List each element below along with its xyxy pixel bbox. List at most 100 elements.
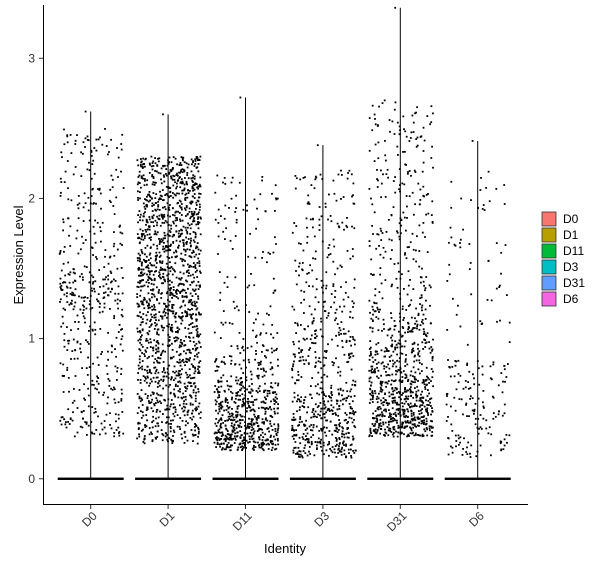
data-point <box>314 258 317 260</box>
data-point <box>160 198 162 200</box>
data-point <box>192 189 194 192</box>
data-point <box>413 405 415 408</box>
data-point <box>197 368 199 370</box>
data-point <box>153 181 156 184</box>
data-point <box>371 305 374 308</box>
data-point <box>320 438 322 441</box>
data-point <box>324 350 326 352</box>
data-point <box>169 328 172 330</box>
data-point <box>223 356 226 358</box>
data-point <box>423 332 426 335</box>
data-point <box>179 240 181 243</box>
data-point <box>194 236 197 239</box>
data-point <box>350 173 353 176</box>
data-point <box>192 219 195 221</box>
data-point <box>181 295 184 297</box>
data-point <box>178 205 181 207</box>
data-point <box>164 314 166 317</box>
data-point <box>411 349 414 351</box>
data-point <box>146 195 148 198</box>
data-point <box>172 156 175 158</box>
data-point <box>406 420 409 422</box>
data-point <box>252 408 255 411</box>
data-point <box>422 280 425 283</box>
data-point <box>345 399 348 402</box>
data-point <box>152 273 155 276</box>
data-point <box>168 336 171 338</box>
data-point <box>178 177 181 179</box>
data-point <box>156 208 159 211</box>
data-point <box>374 359 377 361</box>
data-point <box>332 260 335 263</box>
data-point <box>401 352 404 355</box>
data-point <box>261 344 264 346</box>
data-point <box>144 208 147 210</box>
data-point <box>59 195 62 197</box>
data-point <box>425 426 428 429</box>
data-point <box>174 316 177 319</box>
data-point <box>87 387 89 390</box>
data-point <box>446 329 449 331</box>
data-point <box>173 193 176 196</box>
data-point <box>168 196 170 199</box>
data-point <box>384 279 387 281</box>
data-point <box>252 431 255 434</box>
data-point <box>307 440 310 442</box>
data-point <box>409 402 412 405</box>
data-point <box>307 406 310 409</box>
data-point <box>171 310 173 313</box>
data-point <box>84 110 87 113</box>
data-point <box>152 410 154 413</box>
data-point <box>238 363 241 366</box>
data-point <box>157 357 160 359</box>
data-point <box>421 304 424 307</box>
data-point <box>146 203 148 206</box>
data-point <box>168 344 171 347</box>
data-point <box>239 442 242 445</box>
data-point <box>399 371 402 373</box>
data-point <box>173 393 176 396</box>
data-point <box>481 208 484 210</box>
data-point <box>449 445 452 448</box>
data-point <box>368 188 371 190</box>
data-point <box>390 379 393 382</box>
data-point <box>172 174 175 177</box>
data-point <box>308 349 311 351</box>
data-point <box>157 393 160 396</box>
data-point <box>184 406 187 409</box>
data-point <box>194 305 197 307</box>
data-point <box>406 421 409 424</box>
data-point <box>231 322 234 325</box>
data-point <box>258 390 261 392</box>
data-point <box>233 423 236 426</box>
data-point <box>68 273 71 276</box>
data-point <box>429 304 431 307</box>
data-point <box>188 266 191 268</box>
data-point <box>153 277 156 280</box>
data-point <box>337 225 340 228</box>
data-point <box>156 392 158 395</box>
data-point <box>459 441 461 444</box>
data-point <box>175 217 177 219</box>
data-point <box>372 371 375 374</box>
data-point <box>160 268 163 271</box>
data-point <box>247 255 250 258</box>
data-point <box>506 441 508 444</box>
data-point <box>238 181 241 184</box>
data-point <box>411 328 414 331</box>
data-point <box>169 187 172 189</box>
data-point <box>228 322 231 324</box>
data-point <box>157 347 160 350</box>
data-point <box>374 428 377 431</box>
data-point <box>448 241 450 244</box>
data-point <box>167 373 170 375</box>
data-point <box>310 424 313 426</box>
data-point <box>229 446 232 448</box>
data-point <box>68 281 71 284</box>
data-point <box>146 233 149 236</box>
data-point <box>151 215 154 218</box>
data-point <box>146 357 149 360</box>
data-point <box>295 283 298 286</box>
data-point <box>94 241 97 244</box>
data-point <box>302 402 305 404</box>
